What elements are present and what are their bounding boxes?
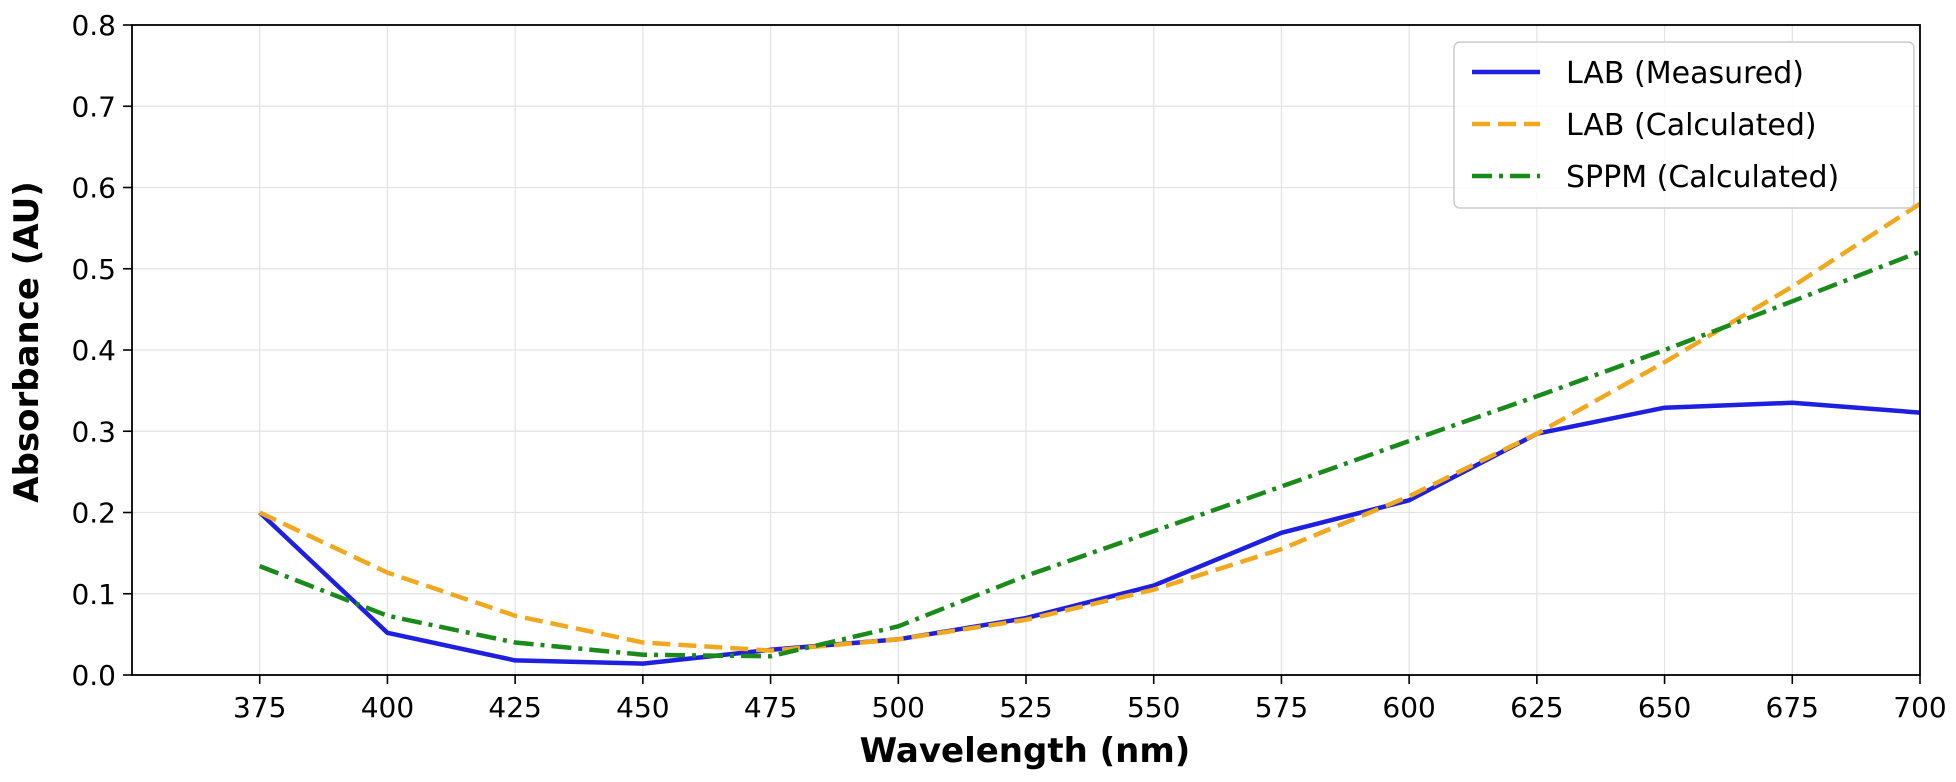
legend: LAB (Measured) LAB (Calculated) SPPM (Ca… (1453, 41, 1915, 209)
series-line-lab-measured (258, 400, 1921, 666)
x-tick-label: 425 (488, 691, 541, 724)
x-tick-label: 400 (361, 691, 414, 724)
series-line-sppm-calculated (258, 249, 1921, 659)
x-tick-label: 700 (1893, 691, 1946, 724)
series-lines (258, 201, 1922, 666)
tick-labels: 375 400 425 450 475 500 525 550 575 600 625 650 675 7… (71, 9, 1946, 724)
x-tick-label: 675 (1766, 691, 1819, 724)
x-tick-label: 475 (744, 691, 797, 724)
x-tick-label: 650 (1638, 691, 1691, 724)
y-tick-label: 0.3 (71, 415, 116, 448)
x-axis-label: Wavelength (nm) (860, 731, 1191, 771)
legend-label-lab-calculated: LAB (Calculated) (1566, 108, 1817, 143)
y-tick-label: 0.5 (71, 253, 116, 286)
series-line-lab-calculated (258, 201, 1922, 653)
y-tick-label: 0.4 (71, 334, 116, 367)
y-tick-label: 0.1 (71, 578, 116, 611)
y-tick-label: 0.8 (71, 9, 116, 42)
x-tick-label: 450 (616, 691, 669, 724)
legend-label-lab-measured: LAB (Measured) (1566, 56, 1804, 91)
x-tick-label: 550 (1127, 691, 1180, 724)
y-tick-label: 0.2 (71, 497, 116, 530)
legend-label-sppm-calculated: SPPM (Calculated) (1566, 160, 1839, 195)
x-tick-label: 625 (1510, 691, 1563, 724)
x-tick-label: 600 (1382, 691, 1435, 724)
y-tick-label: 0.6 (71, 172, 116, 205)
x-tick-label: 525 (999, 691, 1052, 724)
y-tick-label: 0.0 (71, 659, 116, 692)
x-tick-label: 375 (233, 691, 286, 724)
legend-box (1453, 41, 1915, 209)
x-tick-label: 500 (872, 691, 925, 724)
y-axis-label: Absorbance (AU) (7, 181, 47, 503)
y-tick-label: 0.7 (71, 90, 116, 123)
x-tick-label: 575 (1255, 691, 1308, 724)
axis-ticks (123, 24, 1921, 684)
